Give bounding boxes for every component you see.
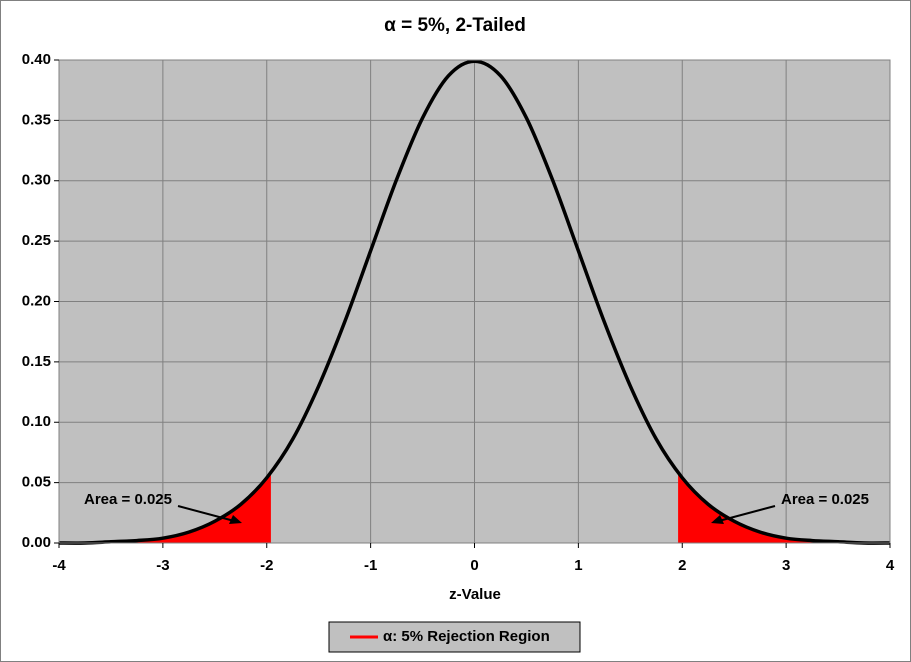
x-tick-label: -3 <box>156 557 169 574</box>
x-tick-label: -4 <box>52 557 66 574</box>
y-tick-label: 0.40 <box>22 51 51 68</box>
y-tick-label: 0.20 <box>22 292 51 309</box>
y-tick-label: 0.25 <box>22 232 51 249</box>
annotation: Area = 0.025 <box>781 491 869 508</box>
x-tick-label: -1 <box>364 557 377 574</box>
area <box>59 472 890 543</box>
y-tick-label: 0.15 <box>22 353 51 370</box>
arrow-head <box>229 515 242 524</box>
chart-title: α = 5%, 2-Tailed <box>384 15 526 36</box>
line <box>58 59 891 545</box>
legend <box>328 621 581 653</box>
annotation-arrow <box>714 505 776 523</box>
legend-label: α: 5% Rejection Region <box>383 628 550 645</box>
y-tick-label: 0.10 <box>22 413 51 430</box>
y-tick-label: 0.05 <box>22 474 51 491</box>
y-tick-label: 0.00 <box>22 534 51 551</box>
marks <box>58 59 891 545</box>
annotation-arrow <box>177 505 239 523</box>
x-tick-label: 1 <box>574 557 582 574</box>
y-tick-label: 0.30 <box>22 172 51 189</box>
x-axis-label: z-Value <box>449 586 501 603</box>
arrow-head <box>711 515 724 524</box>
x-tick-label: 3 <box>782 557 790 574</box>
x-tick-label: 0 <box>470 557 478 574</box>
x-tick-label: -2 <box>260 557 273 574</box>
annotation: Area = 0.025 <box>84 491 172 508</box>
x-tick-label: 2 <box>678 557 686 574</box>
y-tick-label: 0.35 <box>22 111 51 128</box>
x-tick-label: 4 <box>886 557 895 574</box>
